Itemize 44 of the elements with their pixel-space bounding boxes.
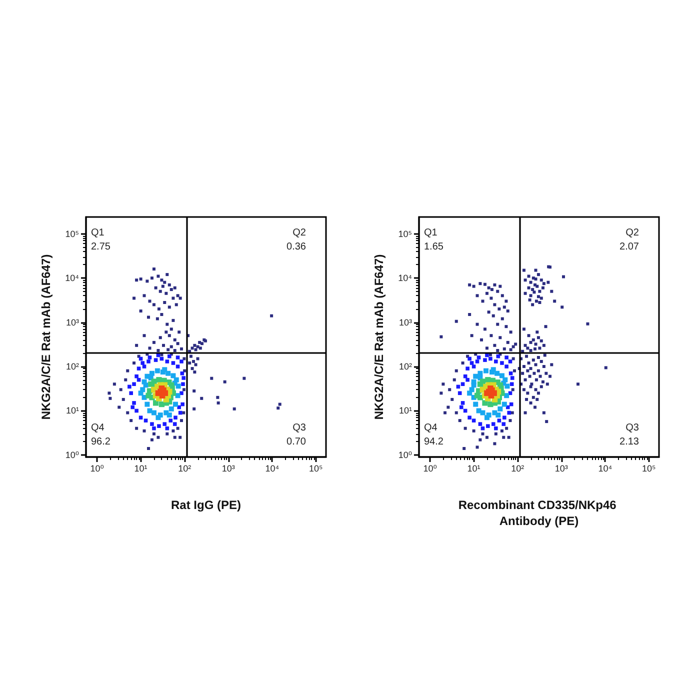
y-tick-label: 10¹ [66, 406, 79, 416]
annotation: Q1 [424, 228, 438, 238]
y-tick-label: 10⁰ [398, 450, 412, 460]
annotation: Q2 [292, 228, 306, 238]
x-tick-label: 10⁴ [265, 464, 280, 474]
annotation: 96.2 [91, 436, 111, 448]
annotation: Q3 [626, 422, 640, 434]
annotation: 0.36 [286, 242, 306, 252]
annotation: 2.75 [91, 242, 111, 252]
y-tick-label: 10² [66, 362, 79, 372]
x-tick-label: 10² [511, 464, 524, 474]
y-tick-label: 10⁴ [65, 273, 80, 284]
x-tick-label: 10⁰ [90, 464, 104, 474]
x-axis-title: Recombinant CD335/NKp46 Antibody (PE) [458, 498, 620, 528]
x-tick-label: 10³ [222, 464, 235, 474]
annotation: Q2 [626, 228, 640, 238]
x-tick-label: 10² [178, 464, 192, 474]
x-tick-label: 10³ [554, 464, 568, 474]
x-tick-label: 10¹ [467, 464, 480, 474]
annotation: Q3 [292, 422, 306, 434]
x-axis-title: Rat IgG (PE) [170, 498, 242, 512]
annotation: 94.2 [424, 436, 444, 448]
y-axis-title: NKG2A/C/E Rat mAb (AF647) [39, 254, 53, 420]
annotation: 2.07 [620, 242, 640, 252]
y-tick-label: 10¹ [398, 406, 412, 416]
annotation: Q1 [91, 228, 105, 238]
x-tick-label: 10⁵ [309, 464, 324, 474]
y-tick-label: 10⁴ [398, 273, 412, 284]
x-tick-label: 10¹ [134, 464, 148, 474]
x-tick-label: 10⁰ [423, 464, 438, 474]
annotation: Q4 [424, 422, 438, 434]
y-tick-label: 10⁰ [65, 450, 80, 460]
annotation: 2.13 [620, 436, 640, 448]
y-tick-label: 10³ [398, 317, 412, 328]
annotation: 1.65 [424, 242, 444, 252]
annotation: 0.70 [286, 436, 306, 448]
x-tick-label: 10⁵ [642, 464, 656, 474]
y-tick-label: 10⁵ [398, 228, 412, 239]
y-tick-label: 10⁵ [65, 228, 80, 239]
annotation: Q4 [91, 422, 105, 434]
x-tick-label: 10⁴ [598, 464, 612, 474]
y-tick-label: 10³ [66, 317, 79, 328]
y-axis-title: NKG2A/C/E Rat mAb (AF647) [372, 254, 386, 420]
y-tick-label: 10² [398, 362, 412, 372]
